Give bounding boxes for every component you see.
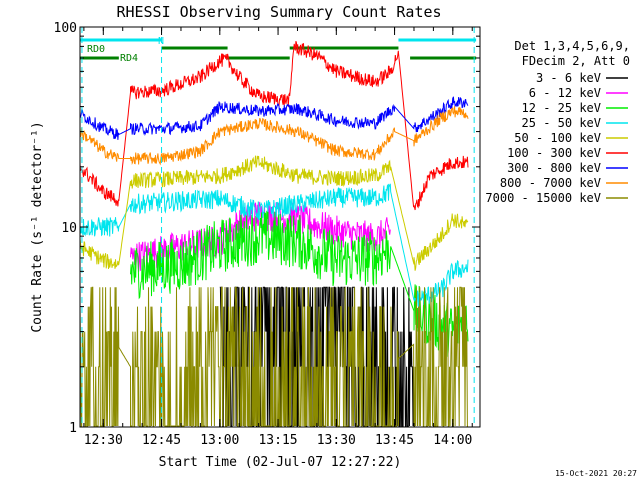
series-path xyxy=(80,40,469,211)
x-tick-label: 12:45 xyxy=(142,433,181,448)
series-path xyxy=(80,96,469,140)
x-tick-label: 13:30 xyxy=(317,433,356,448)
x-tick-label: 13:00 xyxy=(200,433,239,448)
legend-title: FDecim 2, Att 0 xyxy=(522,54,630,68)
legend-entry: 800 - 7000 keV xyxy=(500,176,601,190)
status-bar-label: N xyxy=(158,36,164,47)
series-line xyxy=(80,40,469,211)
render-timestamp: 15-Oct-2021 20:27 xyxy=(555,469,637,478)
status-bar-label: RD4 xyxy=(120,53,138,64)
legend-title: Det 1,3,4,5,6,9, xyxy=(514,39,630,53)
series-line xyxy=(130,210,469,357)
x-tick-label: 13:15 xyxy=(258,433,297,448)
series-line xyxy=(80,183,469,309)
status-bars: N RD0 RD4 xyxy=(80,36,477,64)
series-path xyxy=(80,106,469,166)
series-line xyxy=(80,96,469,140)
series-path xyxy=(130,210,469,357)
legend-entry: 50 - 100 keV xyxy=(514,131,601,145)
legend-entry: 300 - 800 keV xyxy=(507,161,601,175)
series-path xyxy=(80,286,468,427)
series-line xyxy=(80,286,468,427)
series-line xyxy=(80,106,469,166)
x-tick-label: 13:45 xyxy=(375,433,414,448)
series-line xyxy=(80,155,469,271)
x-axis-label: Start Time (02-Jul-07 12:27:22) xyxy=(159,455,402,470)
series-path xyxy=(130,201,391,273)
legend-entry: 3 - 6 keV xyxy=(536,71,601,85)
legend-entry: 12 - 25 keV xyxy=(522,101,601,115)
y-tick-label: 100 xyxy=(54,21,77,36)
legend-entry: 6 - 12 keV xyxy=(529,86,601,100)
x-tick-label: 14:00 xyxy=(433,433,472,448)
y-tick-label: 10 xyxy=(61,221,77,236)
legend-entry: 25 - 50 keV xyxy=(522,116,601,130)
x-tick-label: 12:30 xyxy=(84,433,123,448)
legend-entry: 100 - 300 keV xyxy=(507,146,601,160)
legend: Det 1,3,4,5,6,9,FDecim 2, Att 0 3 - 6 keV… xyxy=(485,39,630,205)
chart-title: RHESSI Observing Summary Count Rates xyxy=(116,3,441,21)
series-line xyxy=(130,201,391,273)
status-bar-label: RD0 xyxy=(87,44,105,55)
y-tick-label: 1 xyxy=(69,421,77,436)
y-axis-label: Count Rate (s⁻¹ detector⁻¹) xyxy=(30,121,45,332)
legend-entry: 7000 - 15000 keV xyxy=(485,191,601,205)
series-lines xyxy=(80,40,469,427)
axes: 12:30 12:45 13:00 13:15 13:30 13:45 14:00 1 10 10… xyxy=(54,21,480,448)
series-path xyxy=(80,155,469,271)
series-path xyxy=(80,183,469,309)
